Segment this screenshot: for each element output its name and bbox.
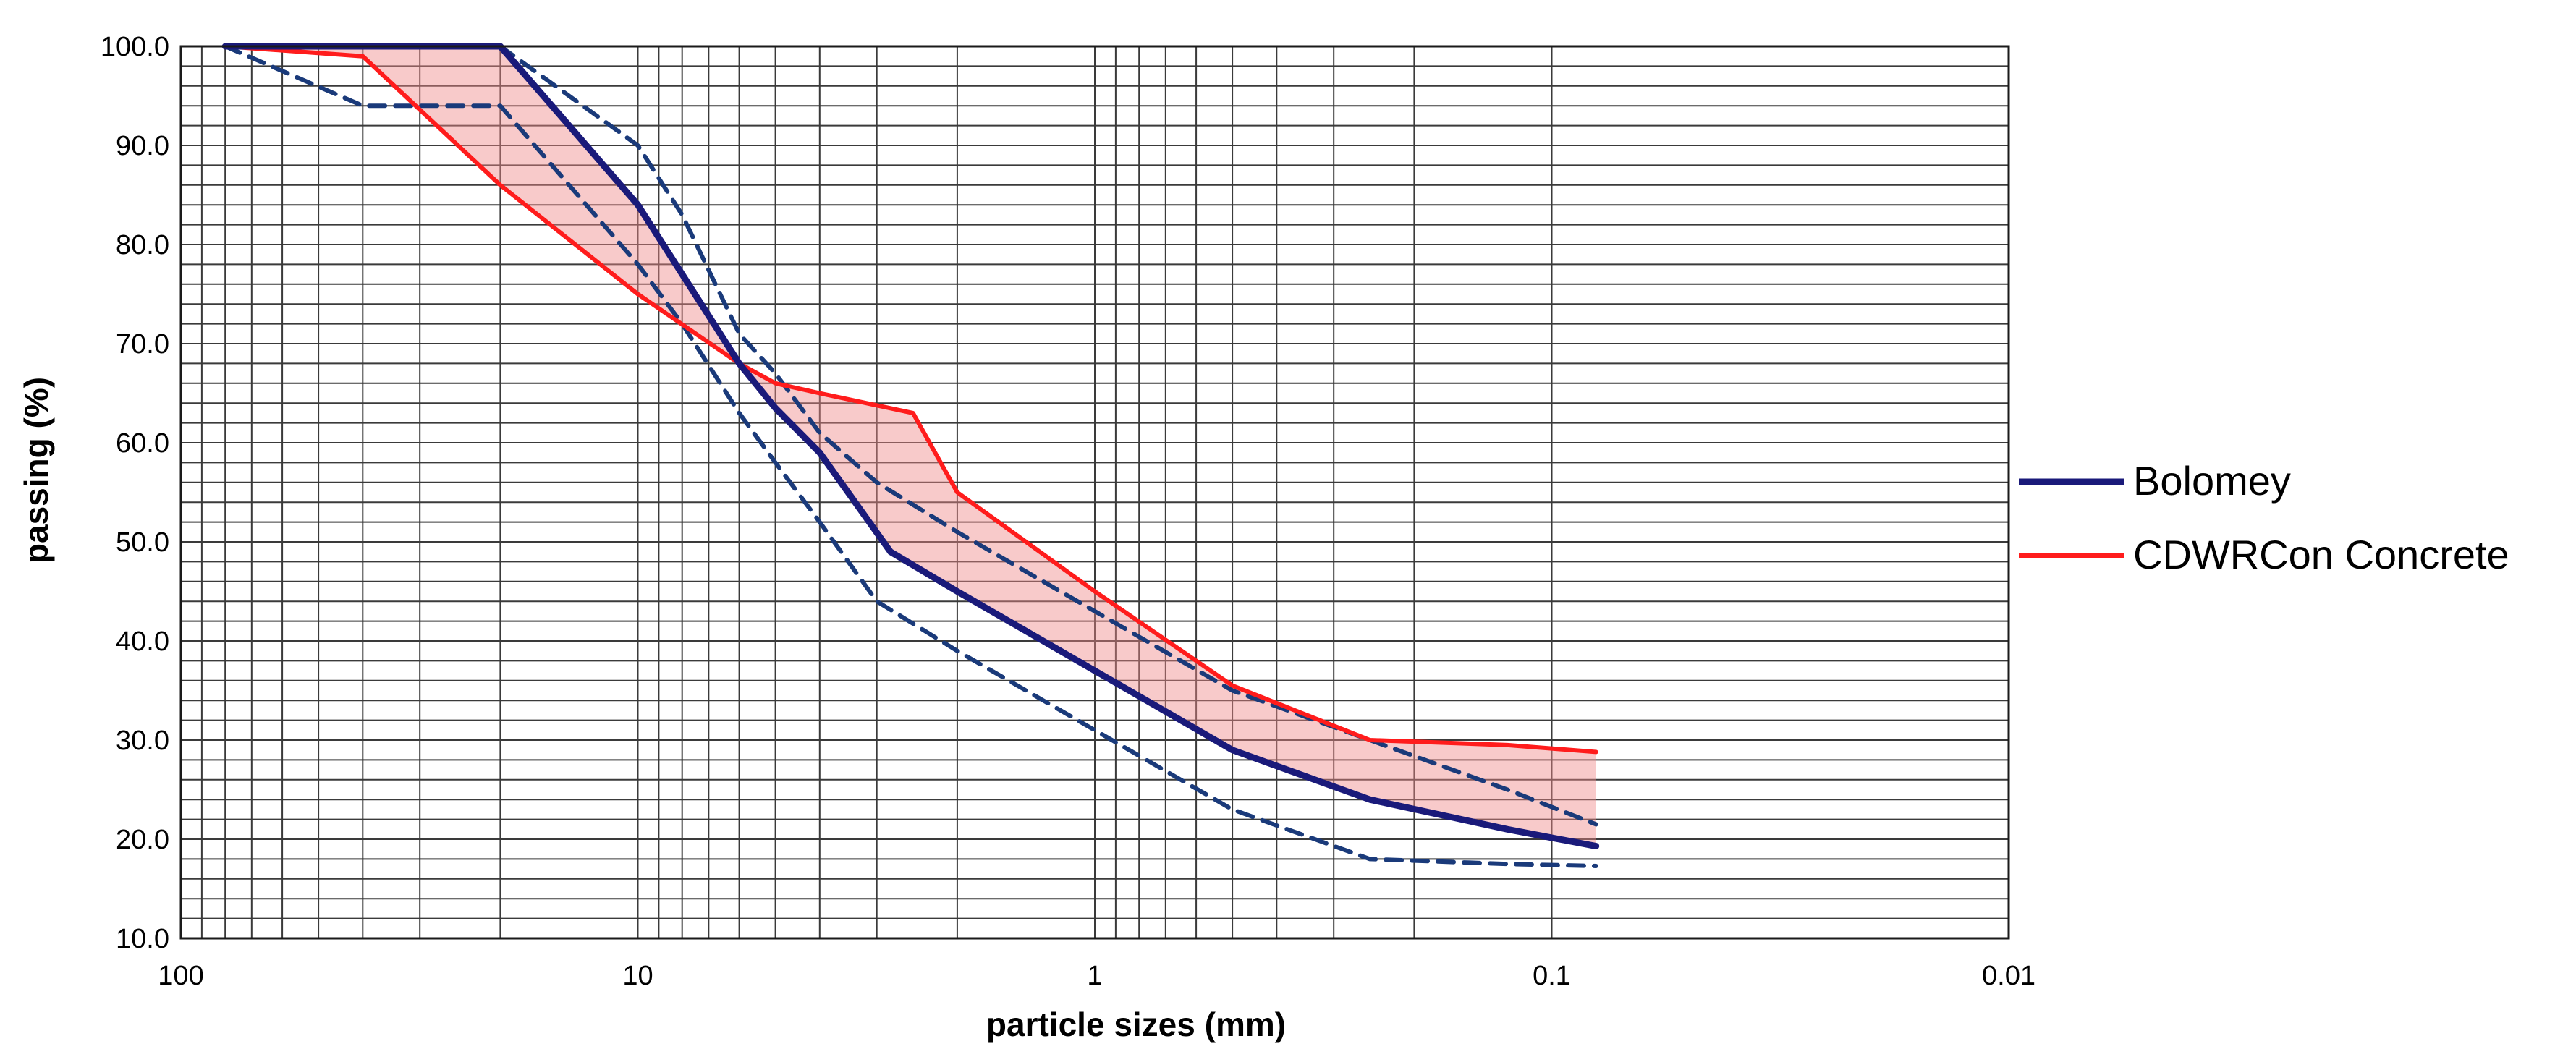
y-tick-label: 70.0 [116,329,169,360]
series-lines [221,43,1600,868]
y-tick-label: 10.0 [116,924,169,954]
x-axis-title: particle sizes (mm) [986,1006,1286,1043]
envelope-area [225,46,1596,846]
series-line-bolomey [221,43,1600,850]
plot-border [179,45,2010,940]
plot-grid [180,46,2009,939]
x-tick-label: 0.1 [1533,961,1571,991]
x-tick-label: 100 [158,961,203,991]
x-tick-label: 10 [622,961,653,991]
y-tick-label: 40.0 [116,626,169,657]
y-tick-label: 30.0 [116,726,169,756]
y-tick-label: 90.0 [116,131,169,161]
legend-label-bolomey: Bolomey [2133,458,2291,504]
x-tick-label: 1 [1087,961,1102,991]
y-tick-label: 20.0 [116,825,169,855]
y-tick-label: 60.0 [116,428,169,459]
legend-label-cdwrcon: CDWRCon Concrete [2133,532,2509,577]
y-tick-label: 50.0 [116,527,169,558]
tick-labels: 10.020.030.040.050.060.070.080.090.0100.… [101,32,2035,991]
legend: Bolomey CDWRCon Concrete [2019,458,2509,577]
series-line-limit-dashed [498,44,1598,827]
y-tick-label: 100.0 [101,32,169,62]
envelope-fill [225,46,1596,846]
plot-frame [179,45,2010,940]
series-line-cdwrcon [223,44,1598,755]
y-axis-title: passing (%) [17,377,55,564]
x-tick-label: 0.01 [1982,961,2035,991]
series-line-limit-dashed [223,44,1598,868]
y-tick-label: 80.0 [116,230,169,260]
